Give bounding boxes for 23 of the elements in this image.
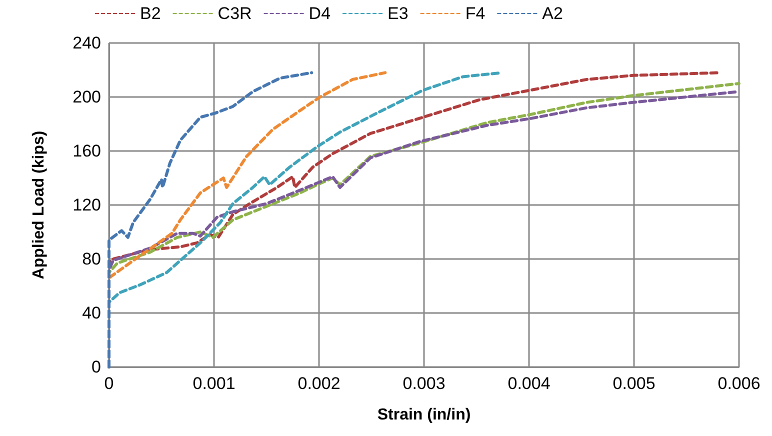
legend-label: C3R <box>218 4 252 23</box>
legend-label: B2 <box>140 4 161 23</box>
legend-label: E3 <box>388 4 408 23</box>
legend-label: A2 <box>542 4 563 23</box>
y-tick-label: 80 <box>82 250 101 268</box>
legend-label: F4 <box>465 4 486 23</box>
y-tick-label: 200 <box>72 88 101 106</box>
y-tick-label: 160 <box>72 142 101 160</box>
x-tick-label: 0.005 <box>612 374 656 393</box>
legend-label: D4 <box>308 4 331 23</box>
x-tick-label: 0.002 <box>298 374 340 393</box>
y-tick-label: 40 <box>82 304 101 322</box>
x-tick-label: 0.001 <box>192 374 236 393</box>
y-tick-label: 0 <box>92 358 101 376</box>
x-tick-label: 0 <box>104 374 114 393</box>
x-tick-label: 0.004 <box>508 374 550 393</box>
y-tick-label: 120 <box>72 196 101 214</box>
x-tick-label: 0.003 <box>402 374 446 393</box>
y-axis-title: Applied Load (kips) <box>30 130 48 280</box>
line-series <box>108 71 314 368</box>
x-axis-title: Strain (in/in) <box>377 406 471 424</box>
y-tick-label: 240 <box>72 34 101 52</box>
x-tick-label: 0.006 <box>718 374 760 393</box>
